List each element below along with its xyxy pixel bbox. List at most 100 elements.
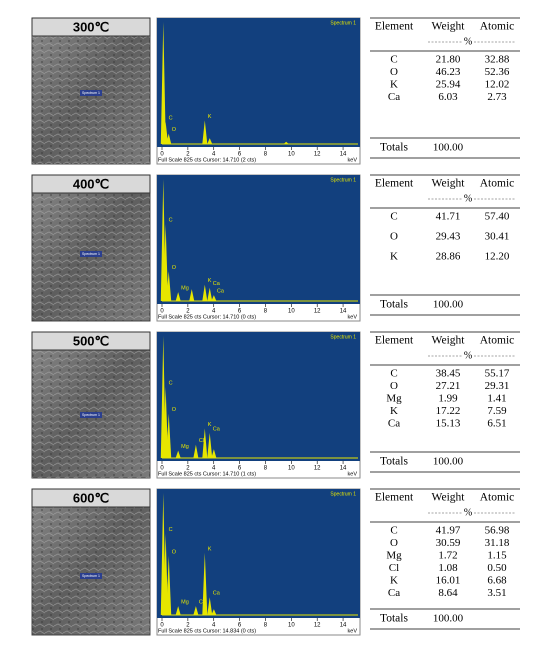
peak xyxy=(207,432,213,458)
table-cell: 28.86 xyxy=(436,251,461,263)
temperature-label: 500℃ xyxy=(73,333,109,348)
table-cell: 2.73 xyxy=(487,91,507,103)
x-tick-label: 14 xyxy=(340,466,347,472)
temperature-box xyxy=(31,331,151,351)
peak xyxy=(175,292,181,301)
table-cell: O xyxy=(390,537,398,549)
x-tick-label: 2 xyxy=(186,623,190,629)
peak xyxy=(207,597,213,615)
x-unit: keV xyxy=(348,157,358,163)
temperature-label: 400℃ xyxy=(73,176,109,191)
peak xyxy=(211,295,217,301)
table-header: Weight xyxy=(432,335,466,347)
table-cell: C xyxy=(390,211,397,223)
table-cell: 41.97 xyxy=(436,525,461,537)
temperature-box xyxy=(31,17,151,37)
peak-label: Ca xyxy=(213,426,221,432)
table-cell: 1.99 xyxy=(438,393,458,405)
temperature-box xyxy=(31,488,151,508)
totals-value: 100.00 xyxy=(433,613,464,625)
temperature-box xyxy=(31,174,151,194)
table-cell: 30.59 xyxy=(436,537,461,549)
table-cell: 17.22 xyxy=(436,405,461,417)
peak xyxy=(163,533,169,615)
sem-spectrum-tag-label: Spectrum 1 xyxy=(82,252,100,256)
x-tick-label: 6 xyxy=(238,152,242,158)
x-tick-label: 14 xyxy=(340,309,347,315)
table-cell: 1.15 xyxy=(487,550,507,562)
x-tick-label: 12 xyxy=(314,152,321,158)
table-cell: K xyxy=(390,405,398,417)
spectrum-name: Spectrum 1 xyxy=(330,491,356,497)
peak-label: K xyxy=(208,422,212,428)
x-unit: keV xyxy=(348,314,358,320)
totals-value: 100.00 xyxy=(433,142,464,154)
x-tick-label: 6 xyxy=(238,623,242,629)
table-cell: 57.40 xyxy=(485,211,510,223)
peak-label: C xyxy=(169,218,173,224)
spectrum-name: Spectrum 1 xyxy=(330,20,356,26)
spectrum-plot xyxy=(157,332,360,461)
totals-label: Totals xyxy=(380,299,408,311)
table-cell: 52.36 xyxy=(485,66,510,78)
peak-label: Mg xyxy=(181,600,189,606)
unit-label: % xyxy=(464,507,472,518)
peak xyxy=(193,444,199,458)
totals-value: 100.00 xyxy=(433,299,464,311)
peak xyxy=(189,289,195,301)
peak xyxy=(163,121,169,144)
table-cell: 6.51 xyxy=(487,418,506,430)
peak-label: Mg xyxy=(181,444,189,450)
table-cell: 0.50 xyxy=(487,562,507,574)
peak xyxy=(211,609,217,615)
sem-spectrum-tag-label: Spectrum 1 xyxy=(82,413,100,417)
spectrum-plot xyxy=(157,18,360,147)
table-cell: 16.01 xyxy=(436,575,461,587)
totals-label: Totals xyxy=(380,613,408,625)
table-header: Element xyxy=(375,492,414,504)
peak xyxy=(283,141,289,144)
temperature-label: 600℃ xyxy=(73,490,109,505)
peak xyxy=(163,224,169,301)
table-header: Atomic xyxy=(480,492,515,504)
x-tick-label: 10 xyxy=(288,309,295,315)
sem-spectrum-tag xyxy=(80,251,102,257)
peak xyxy=(193,606,199,615)
x-tick-label: 0 xyxy=(160,623,164,629)
sem-spectrum-tag xyxy=(80,412,102,418)
x-tick-label: 12 xyxy=(314,623,321,629)
sem-spectrum-tag-label: Spectrum 1 xyxy=(82,91,100,95)
table-cell: 8.64 xyxy=(438,587,458,599)
spectrum-plot xyxy=(157,175,360,304)
peak-label: K xyxy=(208,114,212,120)
table-cell: 29.31 xyxy=(485,380,510,392)
table-cell: 12.02 xyxy=(485,79,510,91)
x-tick-label: 2 xyxy=(186,466,190,472)
table-header: Atomic xyxy=(480,21,515,33)
table-cell: Ca xyxy=(388,91,400,103)
table-cell: 46.23 xyxy=(436,66,461,78)
table-cell: K xyxy=(390,251,398,263)
table-cell: C xyxy=(390,54,397,66)
peak xyxy=(163,387,169,458)
spectrum-name: Spectrum 1 xyxy=(330,334,356,340)
spectrum-plot xyxy=(157,489,360,618)
table-cell: 6.03 xyxy=(438,91,458,103)
table-cell: O xyxy=(390,66,398,78)
full-scale: Full Scale 825 cts Cursor: 14.710 (1 cts… xyxy=(158,471,256,477)
totals-label: Totals xyxy=(380,456,408,468)
x-tick-label: 4 xyxy=(212,152,216,158)
table-header: Atomic xyxy=(480,178,515,190)
table-cell: 21.80 xyxy=(436,54,461,66)
table-cell: 1.41 xyxy=(487,393,506,405)
sem-spectrum-tag xyxy=(80,90,102,96)
sem-spectrum-tag xyxy=(80,573,102,579)
table-cell: Mg xyxy=(386,550,402,562)
peak xyxy=(202,284,208,301)
x-tick-label: 8 xyxy=(264,623,268,629)
peak-label: Cl xyxy=(199,600,204,606)
table-cell: 38.45 xyxy=(436,368,461,380)
table-cell: 30.41 xyxy=(485,231,510,243)
x-tick-label: 2 xyxy=(186,309,190,315)
